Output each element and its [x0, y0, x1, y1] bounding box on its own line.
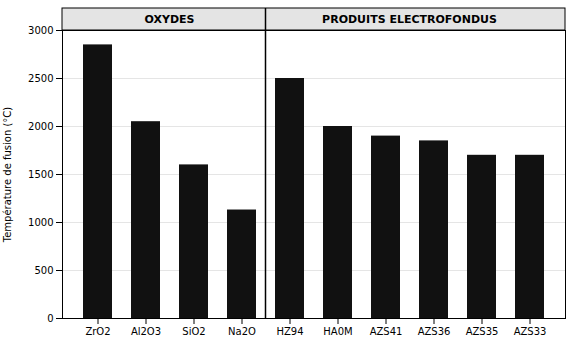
svg-text:ZrO2: ZrO2: [85, 326, 110, 337]
svg-text:PRODUITS ELECTROFONDUS: PRODUITS ELECTROFONDUS: [322, 13, 497, 26]
svg-text:AZS33: AZS33: [514, 326, 547, 337]
svg-text:3000: 3000: [28, 25, 53, 36]
svg-text:HA0M: HA0M: [323, 326, 352, 337]
svg-text:1500: 1500: [28, 169, 53, 180]
svg-text:HZ94: HZ94: [276, 326, 303, 337]
svg-text:Na2O: Na2O: [228, 326, 256, 337]
svg-text:0: 0: [47, 313, 53, 324]
svg-text:Al2O3: Al2O3: [131, 326, 161, 337]
svg-text:AZS35: AZS35: [466, 326, 499, 337]
svg-text:2500: 2500: [28, 73, 53, 84]
svg-text:Température de fusion (°C): Température de fusion (°C): [2, 107, 13, 244]
svg-text:AZS41: AZS41: [370, 326, 403, 337]
svg-text:AZS36: AZS36: [418, 326, 451, 337]
svg-text:1000: 1000: [28, 217, 53, 228]
svg-text:SiO2: SiO2: [182, 326, 205, 337]
svg-text:500: 500: [34, 265, 53, 276]
svg-text:OXYDES: OXYDES: [145, 13, 195, 26]
svg-text:2000: 2000: [28, 121, 53, 132]
